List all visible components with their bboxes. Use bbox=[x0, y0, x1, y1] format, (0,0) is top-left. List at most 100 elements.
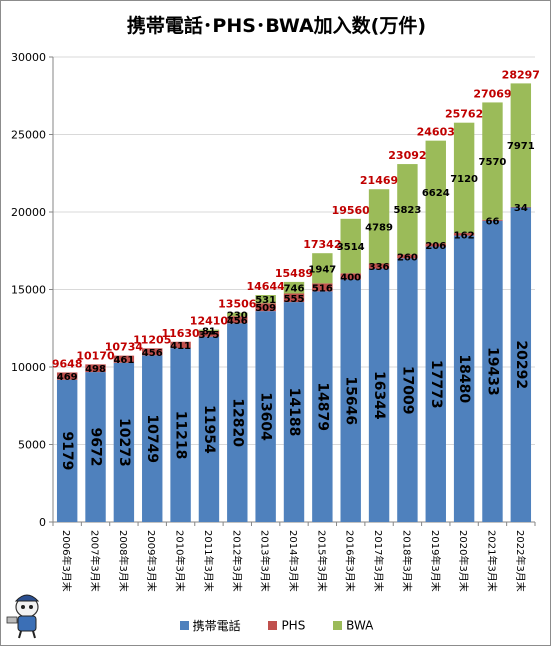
data-label-total: 15489 bbox=[275, 267, 313, 280]
data-label-total: 17342 bbox=[303, 238, 341, 251]
data-label-total: 21469 bbox=[360, 174, 398, 187]
data-label-total: 28297 bbox=[502, 68, 540, 81]
x-tick-label: 2006年3月末 bbox=[60, 530, 73, 592]
legend-label-phs: PHS bbox=[281, 618, 306, 633]
data-label-total: 11630 bbox=[161, 327, 200, 340]
data-label-phs: 411 bbox=[170, 341, 191, 352]
data-label-phs: 509 bbox=[255, 303, 276, 314]
legend-swatch-mobile bbox=[179, 621, 189, 630]
x-tick-label: 2016年3月末 bbox=[344, 530, 357, 592]
data-label-mobile: 17773 bbox=[428, 360, 444, 409]
x-tick-label: 2009年3月末 bbox=[145, 530, 158, 592]
bar-segment-phs bbox=[255, 303, 276, 312]
legend: 携帯電話 PHS BWA bbox=[1, 617, 550, 634]
bar-segment-phs bbox=[425, 243, 446, 247]
bar-segment-bwa bbox=[340, 218, 361, 274]
data-label-mobile: 9672 bbox=[88, 428, 104, 467]
data-label-bwa: 7570 bbox=[479, 157, 507, 168]
bar-segment-phs bbox=[56, 372, 78, 380]
bar-segment-mobile bbox=[113, 362, 135, 522]
data-label-phs: 555 bbox=[284, 294, 305, 305]
bar-segment-mobile bbox=[368, 268, 390, 522]
bar-segment-phs bbox=[453, 233, 475, 236]
data-label-total: 27069 bbox=[473, 87, 511, 100]
data-label-mobile: 18480 bbox=[456, 354, 472, 403]
data-label-bwa: 1947 bbox=[308, 264, 336, 275]
bar-segment-mobile bbox=[340, 279, 361, 522]
bar-segment-bwa bbox=[397, 164, 418, 255]
data-label-phs: 456 bbox=[227, 316, 248, 327]
bar-segment-mobile bbox=[453, 235, 475, 522]
bar-segment-mobile bbox=[510, 207, 532, 522]
data-label-total: 14644 bbox=[247, 280, 286, 293]
bar-segment-phs bbox=[113, 355, 135, 363]
bar-segment-phs bbox=[397, 254, 418, 259]
x-tick-label: 2011年3月末 bbox=[202, 530, 215, 592]
data-label-bwa: 6624 bbox=[422, 188, 450, 199]
data-label-bwa: 7120 bbox=[450, 174, 478, 185]
x-tick-label: 2021年3月末 bbox=[485, 530, 498, 592]
data-label-total: 25762 bbox=[445, 108, 483, 121]
bar-segment-phs bbox=[482, 219, 503, 221]
bar-segment-mobile bbox=[227, 323, 248, 522]
bar-segment-phs bbox=[227, 316, 248, 324]
x-tick-label: 2013年3月末 bbox=[259, 530, 272, 592]
bar-segment-mobile bbox=[312, 291, 333, 522]
bar-segment-mobile bbox=[283, 302, 305, 522]
data-label-bwa: 4789 bbox=[365, 222, 393, 233]
bar-segment-mobile bbox=[142, 355, 163, 522]
data-label-bwa: 81 bbox=[202, 326, 216, 337]
bar-segment-mobile bbox=[255, 311, 276, 522]
x-tick-label: 2022年3月末 bbox=[514, 530, 527, 592]
x-tick-label: 2015年3月末 bbox=[315, 530, 328, 592]
legend-swatch-phs bbox=[268, 621, 278, 631]
data-label-phs: 461 bbox=[113, 355, 134, 366]
data-label-phs: 206 bbox=[425, 241, 446, 252]
data-label-bwa: 5823 bbox=[393, 205, 421, 216]
data-label-mobile: 16344 bbox=[371, 371, 387, 420]
data-label-bwa: 3514 bbox=[337, 242, 365, 253]
bar-segment-mobile bbox=[85, 372, 106, 522]
data-label-phs: 34 bbox=[514, 203, 528, 214]
bar-segment-phs bbox=[340, 273, 361, 280]
x-tick-label: 2014年3月末 bbox=[287, 530, 300, 592]
bar-segment-mobile bbox=[170, 348, 191, 522]
data-label-bwa: 531 bbox=[255, 295, 276, 306]
data-label-phs: 375 bbox=[199, 330, 220, 341]
y-tick-label: 10000 bbox=[11, 361, 46, 374]
data-label-total: 10170 bbox=[76, 349, 115, 362]
data-label-mobile: 11218 bbox=[173, 411, 189, 460]
data-label-mobile: 10273 bbox=[116, 418, 132, 467]
data-label-mobile: 17009 bbox=[399, 366, 415, 415]
x-tick-label: 2012年3月末 bbox=[230, 530, 243, 592]
bar-segment-mobile bbox=[397, 258, 418, 522]
bar-segment-bwa bbox=[453, 122, 475, 234]
bar-segment-phs bbox=[283, 293, 305, 303]
legend-item-bwa: BWA bbox=[333, 618, 373, 633]
data-label-total: 24603 bbox=[417, 126, 455, 139]
bar-segment-phs bbox=[170, 341, 191, 349]
data-label-phs: 469 bbox=[57, 372, 78, 383]
y-tick-label: 25000 bbox=[11, 129, 46, 142]
legend-swatch-bwa bbox=[333, 621, 343, 631]
y-tick-label: 30000 bbox=[11, 51, 46, 64]
data-label-mobile: 19433 bbox=[484, 347, 500, 396]
chart-title: 携帯電話･PHS･BWA加入数(万件) bbox=[126, 15, 427, 37]
data-label-mobile: 12820 bbox=[229, 398, 245, 447]
data-label-total: 12410 bbox=[190, 315, 229, 328]
legend-label-bwa: BWA bbox=[346, 618, 374, 633]
data-label-bwa: 746 bbox=[284, 284, 305, 295]
data-label-phs: 456 bbox=[142, 348, 163, 359]
legend-item-phs: PHS bbox=[268, 618, 305, 633]
bar-segment-bwa bbox=[312, 253, 333, 284]
y-tick-label: 5000 bbox=[18, 439, 46, 452]
data-label-bwa: 230 bbox=[227, 310, 248, 321]
bar-segment-bwa bbox=[283, 281, 305, 294]
data-label-mobile: 10749 bbox=[144, 414, 160, 463]
bar-segment-phs bbox=[198, 330, 220, 337]
legend-label-mobile: 携帯電話 bbox=[192, 619, 241, 633]
legend-item-mobile: 携帯電話 bbox=[179, 617, 241, 634]
bar-segment-phs bbox=[142, 348, 163, 356]
data-label-bwa: 7971 bbox=[507, 141, 535, 152]
